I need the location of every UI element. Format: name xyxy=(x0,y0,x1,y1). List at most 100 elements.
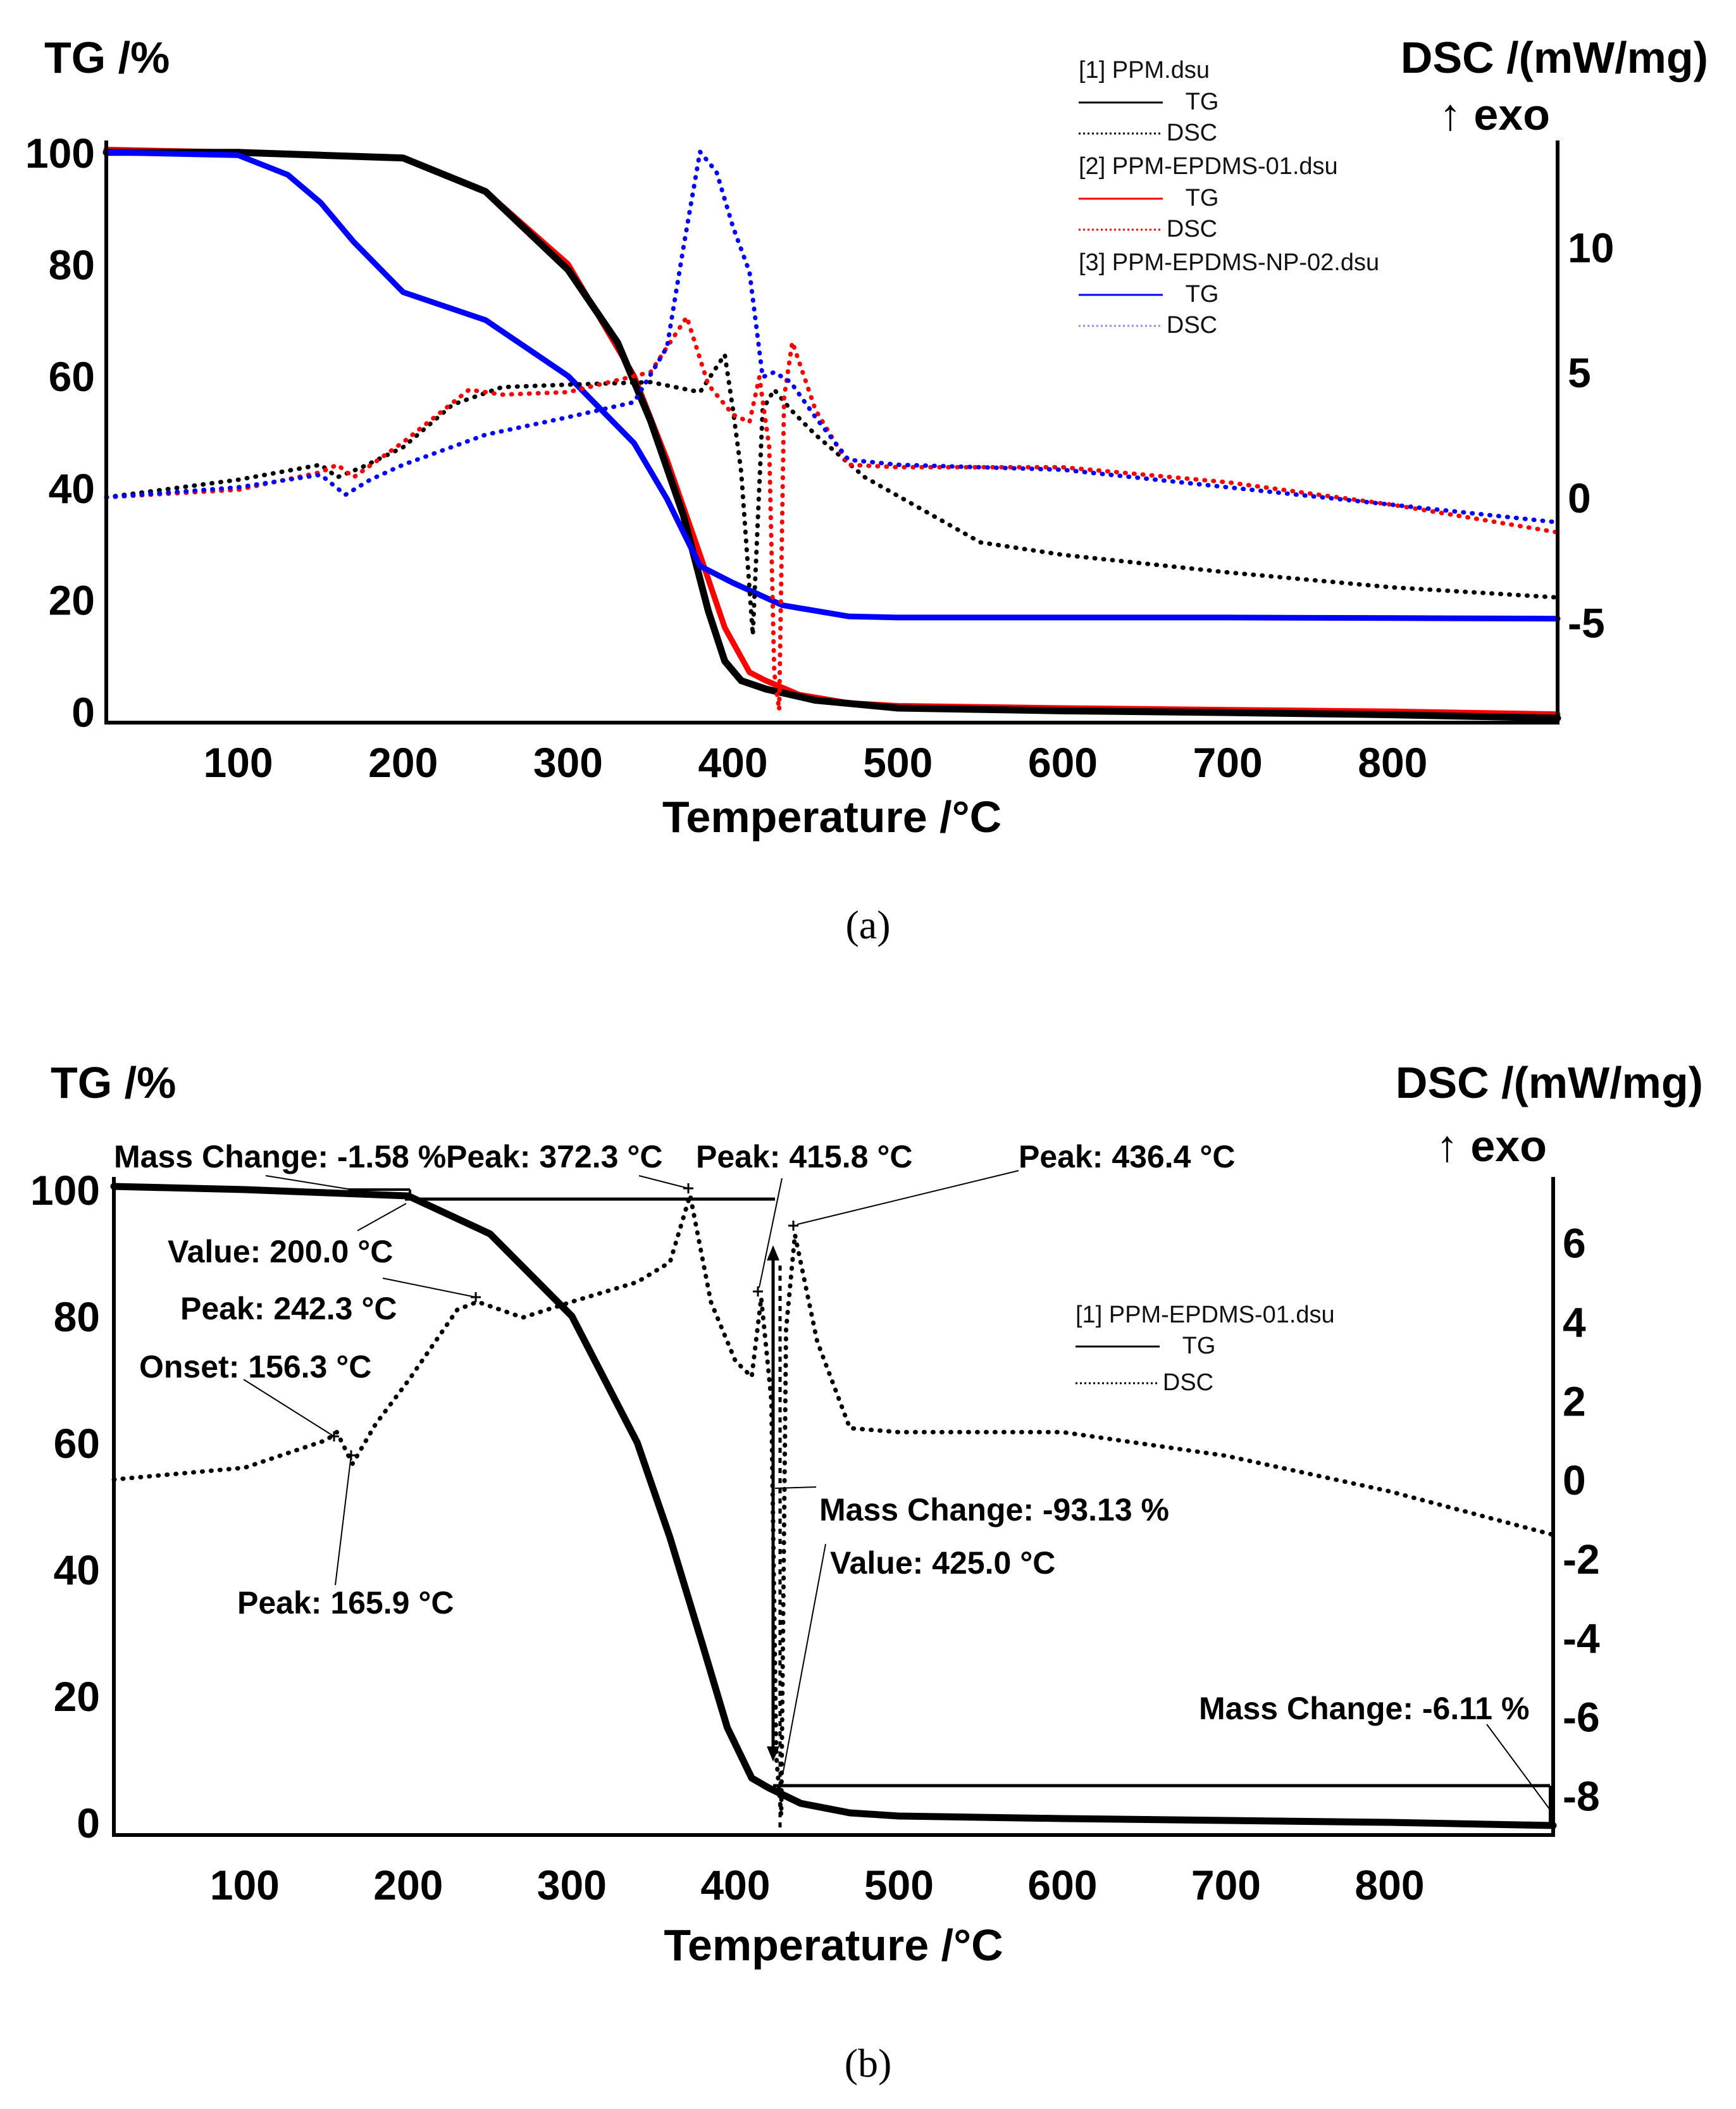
panel-a-right-tick-0: 0 xyxy=(1568,475,1591,521)
panel-b-x-tick-700: 700 xyxy=(1191,1862,1261,1908)
panel-a-series-ppm-epdms-np-02-dsc xyxy=(104,149,1560,525)
panel-b-leader-mass-change-3 xyxy=(1486,1724,1551,1810)
panel-b-annotation-peak-165: Peak: 165.9 °C xyxy=(237,1585,454,1621)
panel-a-axes xyxy=(104,140,1559,725)
panel-b-left-tick-40: 40 xyxy=(54,1546,100,1593)
panel-a-chart: TG /% DSC /(mW/mg) ↑ exo 100 200 300 400… xyxy=(25,33,1708,947)
panel-b-right-ticks: -8 -6 -4 -2 0 2 4 6 xyxy=(1563,1220,1600,1820)
panel-b-leader-peak-415 xyxy=(759,1178,783,1288)
panel-b-right-tick-6: 6 xyxy=(1563,1220,1586,1267)
panel-b-marker-peak-372 xyxy=(683,1183,693,1193)
panel-b-evaluation-lines xyxy=(348,1188,1551,1832)
panel-b-axes xyxy=(112,1177,1555,1837)
panel-b-annotations: Mass Change: -1.58 % Peak: 372.3 °C Peak… xyxy=(114,1139,1529,1726)
panel-b-x-tick-500: 500 xyxy=(864,1862,934,1908)
panel-a-x-tick-600: 600 xyxy=(1028,739,1098,786)
panel-b-x-tick-600: 600 xyxy=(1027,1862,1097,1908)
panel-b-right-tick-2: 2 xyxy=(1563,1378,1586,1424)
panel-a-right-axis-subtitle: ↑ exo xyxy=(1439,90,1550,139)
panel-a-legend-3-tg: TG xyxy=(1186,281,1219,308)
panel-b-left-tick-0: 0 xyxy=(77,1800,100,1846)
panel-a-left-tick-40: 40 xyxy=(49,465,95,512)
panel-a-series-ppm-epdms-np-02-tg xyxy=(103,149,1561,622)
panel-a-right-tick-10: 10 xyxy=(1568,224,1614,271)
panel-b-left-tick-80: 80 xyxy=(54,1293,100,1340)
panel-b-x-tick-100: 100 xyxy=(210,1862,280,1908)
panel-b-annotation-mass-change-1: Mass Change: -1.58 % xyxy=(114,1139,446,1174)
panel-b-annotation-leaders xyxy=(243,1170,1551,1810)
panel-a-legend-2-dsc: DSC xyxy=(1167,216,1217,242)
panel-b-leader-peak-436 xyxy=(797,1170,1019,1225)
panel-b-marker-peak-242 xyxy=(471,1292,481,1302)
panel-b-annotation-peak-415: Peak: 415.8 °C xyxy=(696,1139,912,1174)
panel-a-legend-file-3: [3] PPM-EPDMS-NP-02.dsu xyxy=(1079,249,1379,276)
panel-b-x-tick-800: 800 xyxy=(1355,1862,1424,1908)
panel-b-right-axis-title: DSC /(mW/mg) xyxy=(1396,1058,1703,1107)
panel-b-leader-peak-242 xyxy=(382,1278,476,1298)
panel-a-x-tick-400: 400 xyxy=(698,739,768,786)
panel-b-legend-tg: TG xyxy=(1182,1333,1216,1359)
panel-b-marker-onset-156 xyxy=(329,1431,339,1441)
panel-b-left-ticks: 0 20 40 60 80 100 xyxy=(30,1167,100,1846)
panel-b-annotation-onset-156: Onset: 156.3 °C xyxy=(139,1349,371,1384)
panel-b-right-tick-minus2: -2 xyxy=(1563,1536,1600,1583)
panel-b-annotation-peak-242: Peak: 242.3 °C xyxy=(180,1291,397,1326)
panel-a-right-ticks: -5 0 5 10 xyxy=(1568,224,1614,646)
panel-a-legend: [1] PPM.dsu TG DSC [2] PPM-EPDMS-01.dsu … xyxy=(1079,57,1379,339)
panel-a-series-ppm-epdms-01-dsc xyxy=(104,314,1560,712)
panel-b-marker-crosses xyxy=(329,1183,798,1460)
panel-b-x-tick-400: 400 xyxy=(700,1862,770,1908)
panel-b-right-tick-0: 0 xyxy=(1563,1457,1586,1503)
panel-b-marker-peak-436 xyxy=(788,1221,798,1231)
panel-b-mass-change-2-arrow-down xyxy=(767,1746,779,1762)
panel-a-series xyxy=(102,146,1561,722)
panel-b-leader-value-425 xyxy=(783,1543,826,1772)
panel-b-annotation-value-200: Value: 200.0 °C xyxy=(168,1234,393,1269)
panel-b-annotation-peak-436: Peak: 436.4 °C xyxy=(1019,1139,1235,1174)
panel-a-legend-2-tg: TG xyxy=(1186,185,1219,211)
panel-b-leader-peak-372 xyxy=(638,1175,689,1189)
panel-b-legend-file-1: [1] PPM-EPDMS-01.dsu xyxy=(1076,1302,1335,1328)
panel-b-annotation-mass-change-2: Mass Change: -93.13 % xyxy=(819,1492,1169,1527)
panel-a-x-tick-800: 800 xyxy=(1358,739,1427,786)
panel-b-left-tick-60: 60 xyxy=(54,1420,100,1467)
panel-a-legend-file-1: [1] PPM.dsu xyxy=(1079,57,1210,84)
panel-a-x-tick-500: 500 xyxy=(863,739,933,786)
panel-b-annotation-mass-change-3: Mass Change: -6.11 % xyxy=(1199,1691,1529,1726)
panel-b-x-tick-300: 300 xyxy=(537,1862,607,1908)
panel-b-right-tick-4: 4 xyxy=(1563,1298,1586,1345)
panel-a-left-axis-title: TG /% xyxy=(44,33,170,82)
panel-a-series-ppm-tg xyxy=(102,149,1561,722)
panel-b-series-tg xyxy=(110,1183,1557,1829)
panel-a-left-ticks: 0 20 40 60 80 100 xyxy=(25,130,95,735)
panel-a-left-tick-80: 80 xyxy=(49,242,95,289)
panel-a-legend-file-2: [2] PPM-EPDMS-01.dsu xyxy=(1079,153,1338,180)
panel-b-leader-peak-165 xyxy=(335,1455,352,1586)
panel-a-series-ppm-epdms-01-tg xyxy=(103,146,1561,718)
panel-b-chart: TG /% DSC /(mW/mg) ↑ exo xyxy=(30,1058,1703,2086)
panel-a-left-tick-0: 0 xyxy=(71,688,95,735)
panel-b-marker-peak-165 xyxy=(346,1450,356,1460)
panel-a-x-tick-200: 200 xyxy=(368,739,438,786)
panel-b-leader-value-200 xyxy=(357,1203,407,1231)
panel-a-label: (a) xyxy=(845,902,890,947)
panel-a-right-tick-5: 5 xyxy=(1568,349,1591,396)
panel-a-legend-1-dsc: DSC xyxy=(1167,120,1217,146)
panel-a-series-ppm-dsc xyxy=(104,352,1560,637)
panel-a-legend-1-tg: TG xyxy=(1186,89,1219,115)
panel-a-x-tick-300: 300 xyxy=(533,739,603,786)
panel-b-leader-onset-156 xyxy=(243,1379,335,1437)
panel-b-left-tick-20: 20 xyxy=(54,1673,100,1720)
panel-b-label: (b) xyxy=(845,2041,892,2086)
panel-b-leader-mass-change-1 xyxy=(265,1175,352,1190)
panel-b-x-tick-200: 200 xyxy=(373,1862,443,1908)
panel-b-right-tick-minus4: -4 xyxy=(1563,1615,1600,1662)
panel-b-legend-dsc: DSC xyxy=(1163,1369,1213,1396)
panel-a-right-axis-title: DSC /(mW/mg) xyxy=(1401,33,1708,82)
panel-a-legend-3-dsc: DSC xyxy=(1167,312,1217,339)
panel-b-right-tick-minus8: -8 xyxy=(1563,1773,1600,1820)
panel-a-left-tick-100: 100 xyxy=(25,130,95,177)
panel-b-right-axis-subtitle: ↑ exo xyxy=(1436,1121,1547,1171)
panel-b-x-axis-title: Temperature /°C xyxy=(664,1920,1003,1970)
